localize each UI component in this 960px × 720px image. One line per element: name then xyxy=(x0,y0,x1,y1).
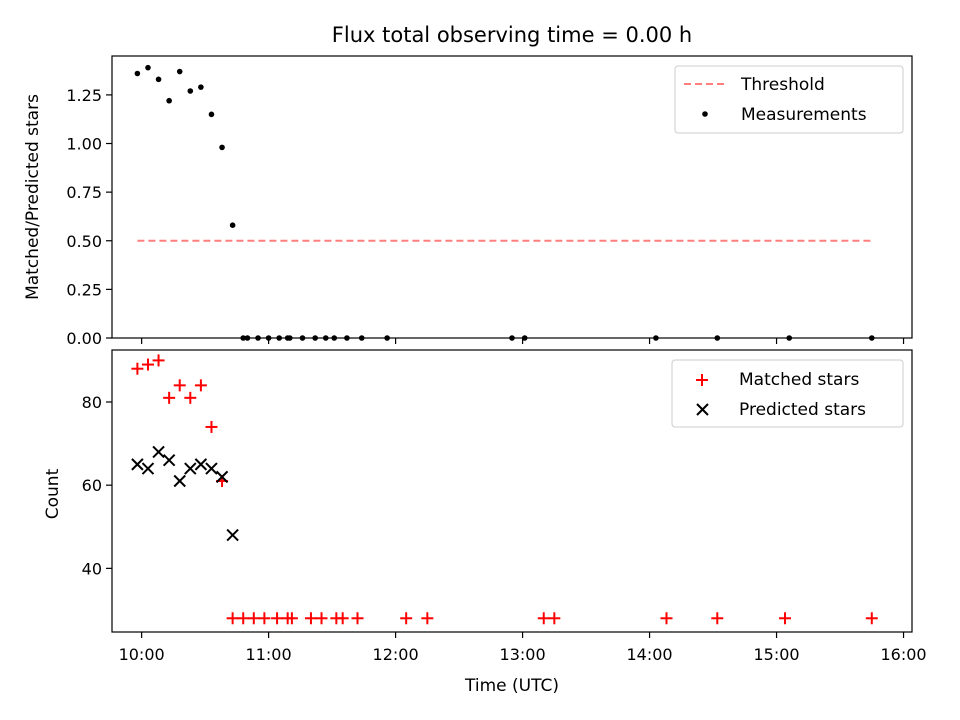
matched-star-point xyxy=(285,612,298,625)
bottom-legend: Matched stars Predicted stars xyxy=(671,359,904,428)
bottom-panel: 40 60 80 10:00 11:00 12:00 13:00 14:00 15:00 16:… xyxy=(43,349,927,696)
x-axis-label: Time (UTC) xyxy=(464,676,559,696)
measurement-point xyxy=(166,97,172,104)
legend-threshold-label: Threshold xyxy=(740,75,825,95)
legend-measurements-label: Measurements xyxy=(741,105,867,125)
matched-star-point xyxy=(304,612,317,625)
legend-matched-label: Matched stars xyxy=(739,370,859,390)
matched-star-point xyxy=(537,612,550,625)
y-tick-label: 0.00 xyxy=(66,329,102,348)
matched-star-point xyxy=(163,391,176,404)
matched-star-point xyxy=(315,612,328,625)
top-legend: Threshold Measurements xyxy=(674,65,904,134)
matched-star-point xyxy=(400,612,413,625)
top-axes-frame xyxy=(111,55,913,339)
x-tick-label: 13:00 xyxy=(500,645,546,664)
measurement-point xyxy=(155,76,162,83)
predicted-star-point xyxy=(194,458,208,471)
predicted-star-point xyxy=(205,462,218,475)
predicted-star-point xyxy=(141,462,155,475)
legend-measurements-swatch xyxy=(702,111,708,117)
top-y-axis-label: Matched/Predicted stars xyxy=(23,94,43,300)
matched-star-point xyxy=(237,612,250,625)
measurement-point xyxy=(145,64,151,71)
y-tick-label: 0.75 xyxy=(66,183,102,202)
matched-star-point xyxy=(258,612,271,625)
x-tick-label: 11:00 xyxy=(246,645,292,664)
predicted-star-point xyxy=(173,474,186,488)
matched-star-point xyxy=(194,379,207,392)
measurement-point xyxy=(176,68,183,75)
y-tick-label: 60 xyxy=(82,476,102,495)
matched-star-point xyxy=(660,612,673,625)
top-y-ticks: 0.00 0.25 0.50 0.75 1.00 1.25 xyxy=(66,86,112,348)
x-tick-label: 10:00 xyxy=(119,645,165,664)
bottom-y-ticks: 40 60 80 xyxy=(82,393,112,578)
matched-star-point xyxy=(131,362,144,375)
x-tick-label: 12:00 xyxy=(373,645,419,664)
bottom-x-ticks: 10:00 11:00 12:00 13:00 14:00 15:00 16:00 xyxy=(119,632,927,664)
top-panel: 0.00 0.25 0.50 0.75 1.00 1.25 Matched/Predict… xyxy=(23,55,913,348)
measurement-point xyxy=(134,70,141,77)
y-tick-label: 1.00 xyxy=(66,135,102,154)
bottom-y-axis-label: Count xyxy=(43,468,63,519)
predicted-star-point xyxy=(215,470,229,484)
measurement-point xyxy=(208,111,215,118)
matched-star-point xyxy=(205,420,218,433)
bottom-axes-frame xyxy=(111,349,913,633)
matched-star-point xyxy=(141,358,154,371)
matched-star-point xyxy=(336,612,349,625)
y-tick-label: 80 xyxy=(82,393,102,412)
matched-star-point xyxy=(226,612,239,625)
measurement-point xyxy=(219,144,225,151)
bottom-data-marks xyxy=(131,354,878,625)
predicted-star-point xyxy=(162,454,176,467)
matched-star-point xyxy=(173,379,186,392)
matched-star-point xyxy=(779,612,792,625)
x-tick-label: 14:00 xyxy=(627,645,673,664)
predicted-star-point xyxy=(184,462,197,475)
matched-star-point xyxy=(865,612,878,625)
y-tick-label: 40 xyxy=(82,559,102,578)
matched-star-point xyxy=(184,391,197,404)
legend-predicted-label: Predicted stars xyxy=(739,400,866,420)
chart-title: Flux total observing time = 0.00 h xyxy=(332,23,692,47)
bottom-legend-frame xyxy=(671,359,904,428)
measurement-point xyxy=(187,88,194,94)
matched-star-point xyxy=(271,612,284,625)
matched-star-point xyxy=(247,612,260,625)
matched-star-point xyxy=(711,612,724,625)
top-legend-frame xyxy=(674,65,904,134)
matched-star-point xyxy=(152,354,165,367)
top-data-marks xyxy=(134,64,875,341)
y-tick-label: 0.25 xyxy=(66,280,102,299)
predicted-star-point xyxy=(131,458,144,471)
measurement-point xyxy=(198,84,204,90)
matched-star-point xyxy=(351,612,364,625)
legend-matched-swatch xyxy=(696,374,708,386)
legend-predicted-swatch xyxy=(696,403,709,416)
predicted-star-point xyxy=(226,528,239,542)
x-tick-label: 15:00 xyxy=(753,645,799,664)
y-tick-label: 1.25 xyxy=(66,86,102,105)
matched-star-point xyxy=(548,612,561,625)
measurement-point xyxy=(229,222,236,228)
y-tick-label: 0.50 xyxy=(66,232,102,251)
x-tick-label: 16:00 xyxy=(880,645,926,664)
matched-star-point xyxy=(421,612,434,625)
predicted-star-point xyxy=(152,445,165,459)
